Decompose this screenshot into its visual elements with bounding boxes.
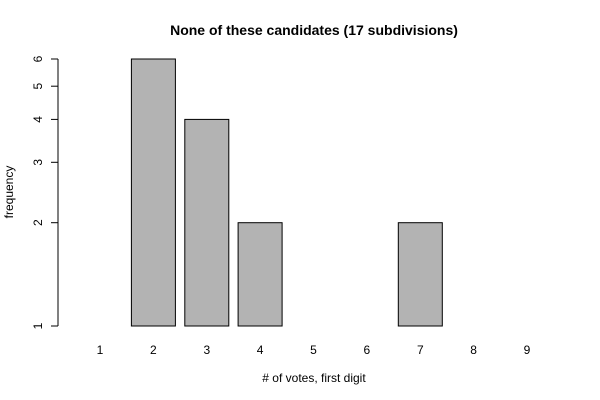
y-tick-label-1: 1	[31, 322, 45, 329]
x-ticks-group: 1 2 3 4 5 6 7 8 9	[97, 343, 531, 357]
x-tick-label-9: 9	[524, 343, 531, 357]
x-tick-label-6: 6	[364, 343, 371, 357]
bar-3	[184, 118, 230, 327]
x-axis-label: # of votes, first digit	[262, 371, 366, 385]
x-tick-label-4: 4	[257, 343, 264, 357]
y-tick-label-5: 5	[31, 83, 45, 90]
x-tick-label-3: 3	[203, 343, 210, 357]
y-tick-label-3: 3	[31, 159, 45, 166]
y-tick-label-4: 4	[31, 116, 45, 123]
x-tick-label-8: 8	[470, 343, 477, 357]
bar-4	[237, 222, 283, 327]
x-tick-label-2: 2	[150, 343, 157, 357]
x-tick-label-1: 1	[97, 343, 104, 357]
y-ticks-group: 1 2 3 4 5 6	[31, 55, 58, 329]
bar-2	[130, 58, 176, 327]
x-tick-label-5: 5	[310, 343, 317, 357]
bar-7	[397, 222, 443, 327]
y-tick-label-2: 2	[31, 219, 45, 226]
y-axis-label: frequency	[2, 166, 16, 219]
y-tick-label-6: 6	[31, 55, 45, 62]
chart-title: None of these candidates (17 subdivision…	[170, 22, 458, 38]
x-tick-label-7: 7	[417, 343, 424, 357]
bars-group	[130, 58, 443, 327]
